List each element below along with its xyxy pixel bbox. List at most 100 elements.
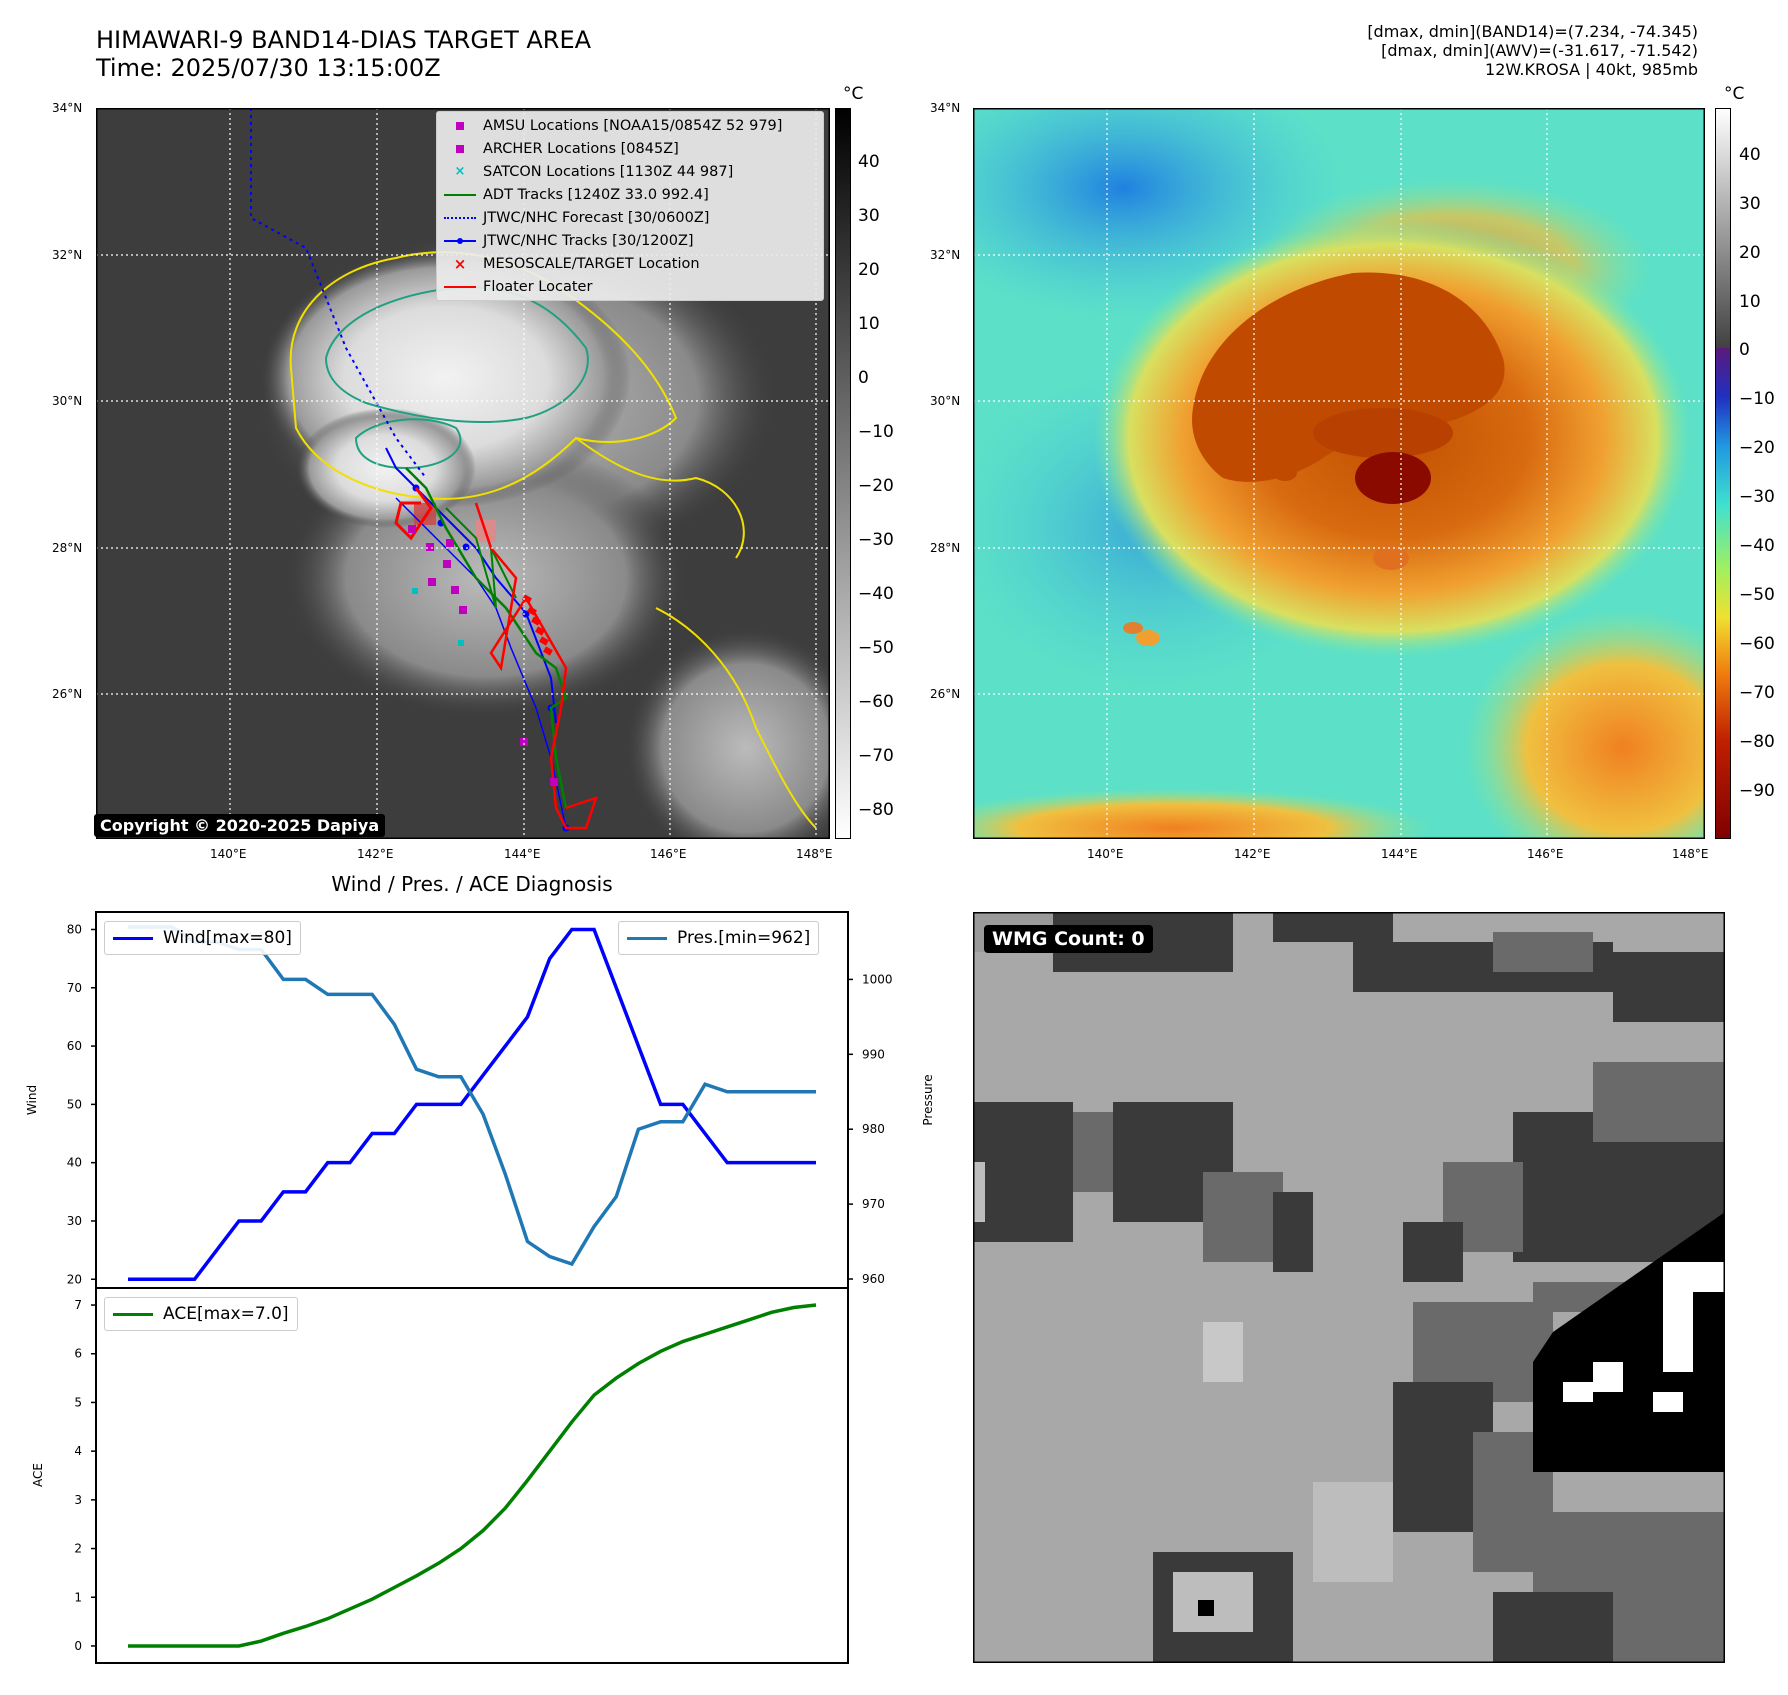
ace-tick-label: 4 (74, 1444, 82, 1458)
wind-legend: Wind[max=80] (104, 921, 301, 955)
colorbar-left-tick-m80: −80 (858, 800, 894, 820)
title-line1: HIMAWARI-9 BAND14-DIAS TARGET AREA (96, 26, 592, 54)
map2-gridlines (973, 108, 1705, 839)
colorbar-right-tick-30: 30 (1739, 194, 1761, 214)
colorbar-right-tick-m70: −70 (1739, 683, 1775, 703)
diagnosis-charts: 20 30 40 50 60 70 80 960 970 980 990 1000 0 1 2 3 4 5 6 7… (25, 911, 935, 1664)
jtwc-forecast-track (250, 108, 427, 479)
colorbar-left-tick-10: 10 (858, 314, 880, 334)
colorbar-right-tick-m20: −20 (1739, 438, 1775, 458)
legend-adt: ADT Tracks [1240Z 33.0 992.4] (437, 183, 823, 206)
colorbar-right-tick-m10: −10 (1739, 389, 1775, 409)
colorbar-right-tick-m50: −50 (1739, 585, 1775, 605)
ace-tick-label: 1 (74, 1590, 82, 1604)
wind-tick-label: 60 (67, 1039, 82, 1053)
colorbar-left-tick-m20: −20 (858, 476, 894, 496)
lat2-label-26: 26°N (930, 687, 961, 701)
colorbar-right-tick-m90: −90 (1739, 781, 1775, 801)
colorbar-left-tick-0: 0 (858, 368, 869, 388)
ace-series-line (128, 1303, 817, 1648)
ace-tick-label: 7 (74, 1298, 82, 1312)
colorbar-right-tick-m60: −60 (1739, 634, 1775, 654)
floater-track (474, 502, 598, 830)
wind-ylabel: Wind (25, 1085, 39, 1115)
colorbar-right-unit: °C (1724, 84, 1745, 104)
figure-title: HIMAWARI-9 BAND14-DIAS TARGET AREA Time:… (96, 26, 591, 82)
colorbar-left-tick-m50: −50 (858, 638, 894, 658)
colorbar-right (1715, 108, 1731, 839)
cold-contour-teal (324, 286, 589, 470)
lat-label-34: 34°N (52, 101, 83, 115)
pressure-series-line (128, 925, 816, 1267)
colorbar-right-tick-0: 0 (1739, 340, 1750, 360)
lat2-label-34: 34°N (930, 101, 961, 115)
legend-mesoscale: × MESOSCALE/TARGET Location (453, 254, 700, 273)
lat-label-32: 32°N (52, 248, 83, 262)
wind-tick-label: 40 (67, 1156, 82, 1170)
dmax-info: [dmax, dmin](BAND14)=(7.234, -74.345) [d… (1367, 22, 1698, 79)
lat2-label-30: 30°N (930, 394, 961, 408)
colorbar-right-tick-40: 40 (1739, 145, 1761, 165)
wind-tick-label: 80 (67, 922, 82, 936)
ace-tick-label: 3 (74, 1493, 82, 1507)
lon2-label-146: 146°E (1527, 847, 1564, 861)
lon2-label-148: 148°E (1672, 847, 1709, 861)
lon-label-140: 140°E (210, 847, 247, 861)
ace-plot-frame (95, 1287, 849, 1664)
diag-title: Wind / Pres. / ACE Diagnosis (331, 872, 613, 896)
colorbar-right-tick-m80: −80 (1739, 732, 1775, 752)
colorbar-left-tick-30: 30 (858, 206, 880, 226)
pres-tick-label: 970 (862, 1197, 885, 1211)
pres-tick-label: 960 (862, 1272, 885, 1286)
colorbar-right-tick-20: 20 (1739, 243, 1761, 263)
adt-track (405, 467, 568, 809)
color-ir-map (973, 108, 1705, 839)
lat2-label-32: 32°N (930, 248, 961, 262)
colorbar-left-tick-m10: −10 (858, 422, 894, 442)
colorbar-left-tick-m40: −40 (858, 584, 894, 604)
ace-legend: ACE[max=7.0] (104, 1297, 298, 1331)
wmg-count-badge: WMG Count: 0 (984, 925, 1153, 953)
lon-label-148: 148°E (796, 847, 833, 861)
colorbar-left-tick-m30: −30 (858, 530, 894, 550)
info-line3: 12W.KROSA | 40kt, 985mb (1485, 60, 1698, 79)
ace-ylabel: ACE (31, 1463, 45, 1487)
ace-tick-label: 5 (74, 1395, 82, 1409)
amsu-markers (408, 525, 558, 786)
colorbar-left-tick-m60: −60 (858, 692, 894, 712)
lat-label-26: 26°N (52, 687, 83, 701)
colorbar-right-tick-10: 10 (1739, 292, 1761, 312)
legend-archer: ARCHER Locations [0845Z] (437, 137, 823, 160)
colorbar-left-unit: °C (843, 84, 864, 104)
satcon-markers (412, 588, 464, 646)
pres-tick-label: 980 (862, 1122, 885, 1136)
legend-satcon: × SATCON Locations [1130Z 44 987] (454, 163, 734, 180)
lat-label-30: 30°N (52, 394, 83, 408)
colorbar-left-tick-20: 20 (858, 260, 880, 280)
legend-floater: Floater Locater (437, 275, 823, 298)
ace-tick-label: 6 (74, 1347, 82, 1361)
lon2-label-142: 142°E (1234, 847, 1271, 861)
wind-plot-frame (95, 911, 849, 1289)
lon2-label-144: 144°E (1381, 847, 1418, 861)
lon2-label-140: 140°E (1087, 847, 1124, 861)
lat2-label-28: 28°N (930, 541, 961, 555)
lon-label-142: 142°E (357, 847, 394, 861)
storm-core (1355, 452, 1431, 504)
ace-tick-label: 2 (74, 1542, 82, 1556)
legend-jtwc-forecast: JTWC/NHC Forecast [30/0600Z] (437, 206, 823, 229)
wmg-panel (973, 912, 1725, 1663)
lat-label-28: 28°N (52, 541, 83, 555)
wind-tick-label: 20 (67, 1272, 82, 1286)
pres-legend: Pres.[min=962] (618, 921, 820, 955)
pres-tick-label: 990 (862, 1047, 885, 1061)
colorbar-left-tick-40: 40 (858, 152, 880, 172)
map-legend: AMSU Locations [NOAA15/0854Z 52 979] ARC… (436, 111, 824, 301)
colorbar-right-tick-m30: −30 (1739, 487, 1775, 507)
lon-label-146: 146°E (650, 847, 687, 861)
pres-tick-label: 1000 (862, 972, 893, 986)
wind-tick-label: 30 (67, 1214, 82, 1228)
copyright-label: Copyright © 2020-2025 Dapiya (94, 814, 386, 837)
pres-ylabel: Pressure (921, 1074, 935, 1125)
lon-label-144: 144°E (504, 847, 541, 861)
